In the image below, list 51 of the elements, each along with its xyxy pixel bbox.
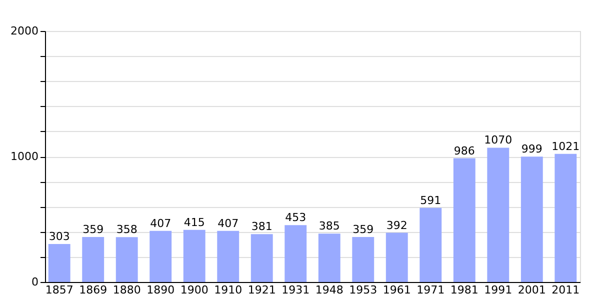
bar — [487, 148, 510, 282]
y-tick-label: 0 — [32, 276, 38, 288]
bar — [453, 158, 476, 282]
bar — [554, 154, 577, 282]
data-label: 407 — [150, 216, 172, 230]
x-tick-label: 1900 — [180, 284, 208, 296]
bar — [183, 230, 206, 282]
y-tick-label: 2000 — [10, 24, 38, 38]
x-tick-label: 1869 — [79, 284, 108, 296]
bar — [82, 236, 104, 282]
data-label: 407 — [218, 216, 239, 230]
data-label: 381 — [251, 220, 272, 234]
x-tick-label: 1953 — [349, 284, 378, 296]
x-tick-label: 1857 — [45, 284, 74, 296]
data-label: 359 — [82, 222, 104, 236]
bar — [284, 225, 307, 282]
bar — [150, 230, 172, 282]
x-tick-label: 1921 — [248, 284, 276, 296]
data-label: 385 — [318, 220, 340, 233]
x-tick-label: 2011 — [552, 284, 580, 296]
x-tick-label: 1991 — [484, 284, 512, 296]
bar — [352, 236, 374, 282]
data-label: 392 — [386, 218, 408, 232]
data-label: 359 — [352, 222, 374, 236]
bar — [116, 237, 138, 282]
data-label: 415 — [184, 216, 205, 229]
bar — [217, 230, 240, 282]
bar — [420, 208, 442, 282]
x-tick-label: 1981 — [450, 284, 478, 296]
y-tick-label: 1000 — [10, 150, 38, 163]
data-label: 303 — [48, 230, 70, 243]
x-tick-label: 2001 — [518, 284, 546, 296]
bar — [318, 234, 340, 282]
x-tick-label: 1880 — [112, 284, 141, 296]
x-tick-label: 1971 — [416, 284, 445, 296]
bar — [520, 156, 543, 282]
data-label: 358 — [116, 223, 138, 236]
x-tick-label: 1931 — [282, 284, 310, 296]
x-tick-label: 1961 — [382, 284, 411, 296]
x-tick-label: 1910 — [214, 284, 242, 296]
data-label: 453 — [285, 211, 306, 224]
bar — [386, 232, 408, 282]
x-tick-label: 1948 — [315, 284, 344, 296]
data-label: 986 — [454, 144, 475, 158]
bar — [48, 244, 70, 282]
data-label: 1021 — [552, 140, 580, 153]
data-label: 1070 — [484, 134, 512, 147]
bar — [250, 234, 273, 282]
data-label: 591 — [420, 194, 442, 207]
x-tick-label: 1890 — [146, 284, 175, 296]
data-label: 999 — [521, 142, 542, 156]
